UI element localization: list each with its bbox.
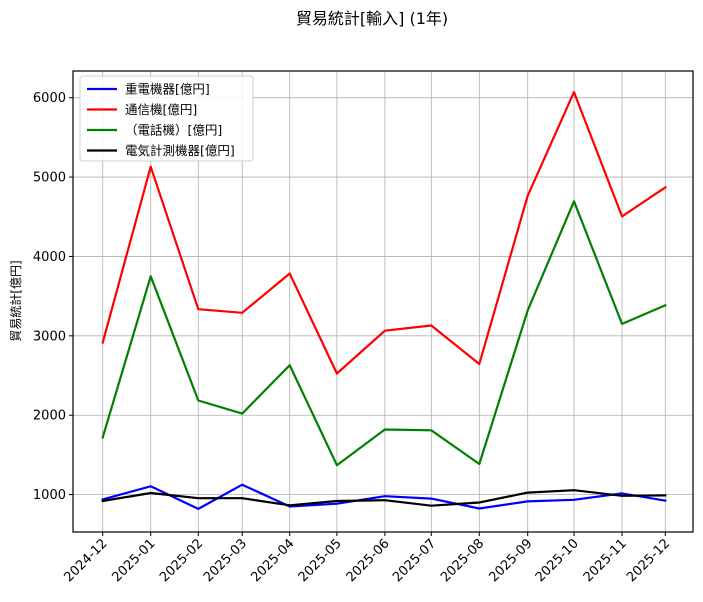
x-tick-label: 2025-11 [581,536,630,585]
x-tick-label: 2025-08 [438,536,487,585]
x-tick-label: 2025-06 [344,536,393,585]
series-line-3 [101,489,667,507]
legend-label: 重電機器[億円] [125,82,210,97]
y-tick-label: 5000 [33,171,66,186]
x-tick-label: 2025-03 [201,536,250,585]
legend-label: （電話機）[億円] [125,123,222,138]
x-tick-label: 2025-07 [390,536,439,585]
series-line-0 [101,483,667,510]
y-tick-label: 1000 [33,488,66,503]
x-tick-label: 2024-12 [62,536,111,585]
x-tick-label: 2025-12 [624,536,673,585]
y-tick-label: 3000 [33,329,66,344]
series-line-2 [101,200,667,467]
x-tick-label: 2025-02 [157,536,206,585]
x-tick-label: 2025-04 [249,536,298,585]
series-line-1 [101,90,667,375]
x-tick-label: 2025-09 [487,536,536,585]
legend-box [79,75,254,162]
x-tick-label: 2025-05 [296,536,345,585]
y-axis-label: 貿易統計[億円] [8,260,23,341]
y-tick-label: 6000 [33,91,66,106]
x-axis: 2024-122025-012025-022025-032025-042025-… [62,532,673,585]
legend-label: 電気計測機器[億円] [125,143,235,158]
legend-label: 通信機[億円] [125,102,197,117]
y-tick-label: 2000 [33,409,66,424]
chart-title: 貿易統計[輸入] (1年) [296,9,448,28]
y-axis: 1000 2000 3000 4000 5000 6000 [33,91,73,503]
plot-frame [72,70,694,533]
series-lines [101,90,667,510]
y-tick-label: 4000 [33,250,66,265]
x-tick-label: 2025-10 [533,536,582,585]
x-tick-label: 2025-01 [110,536,159,585]
legend: 重電機器[億円] 通信機[億円] （電話機）[億円] 電気計測機器[億円] [79,75,254,162]
